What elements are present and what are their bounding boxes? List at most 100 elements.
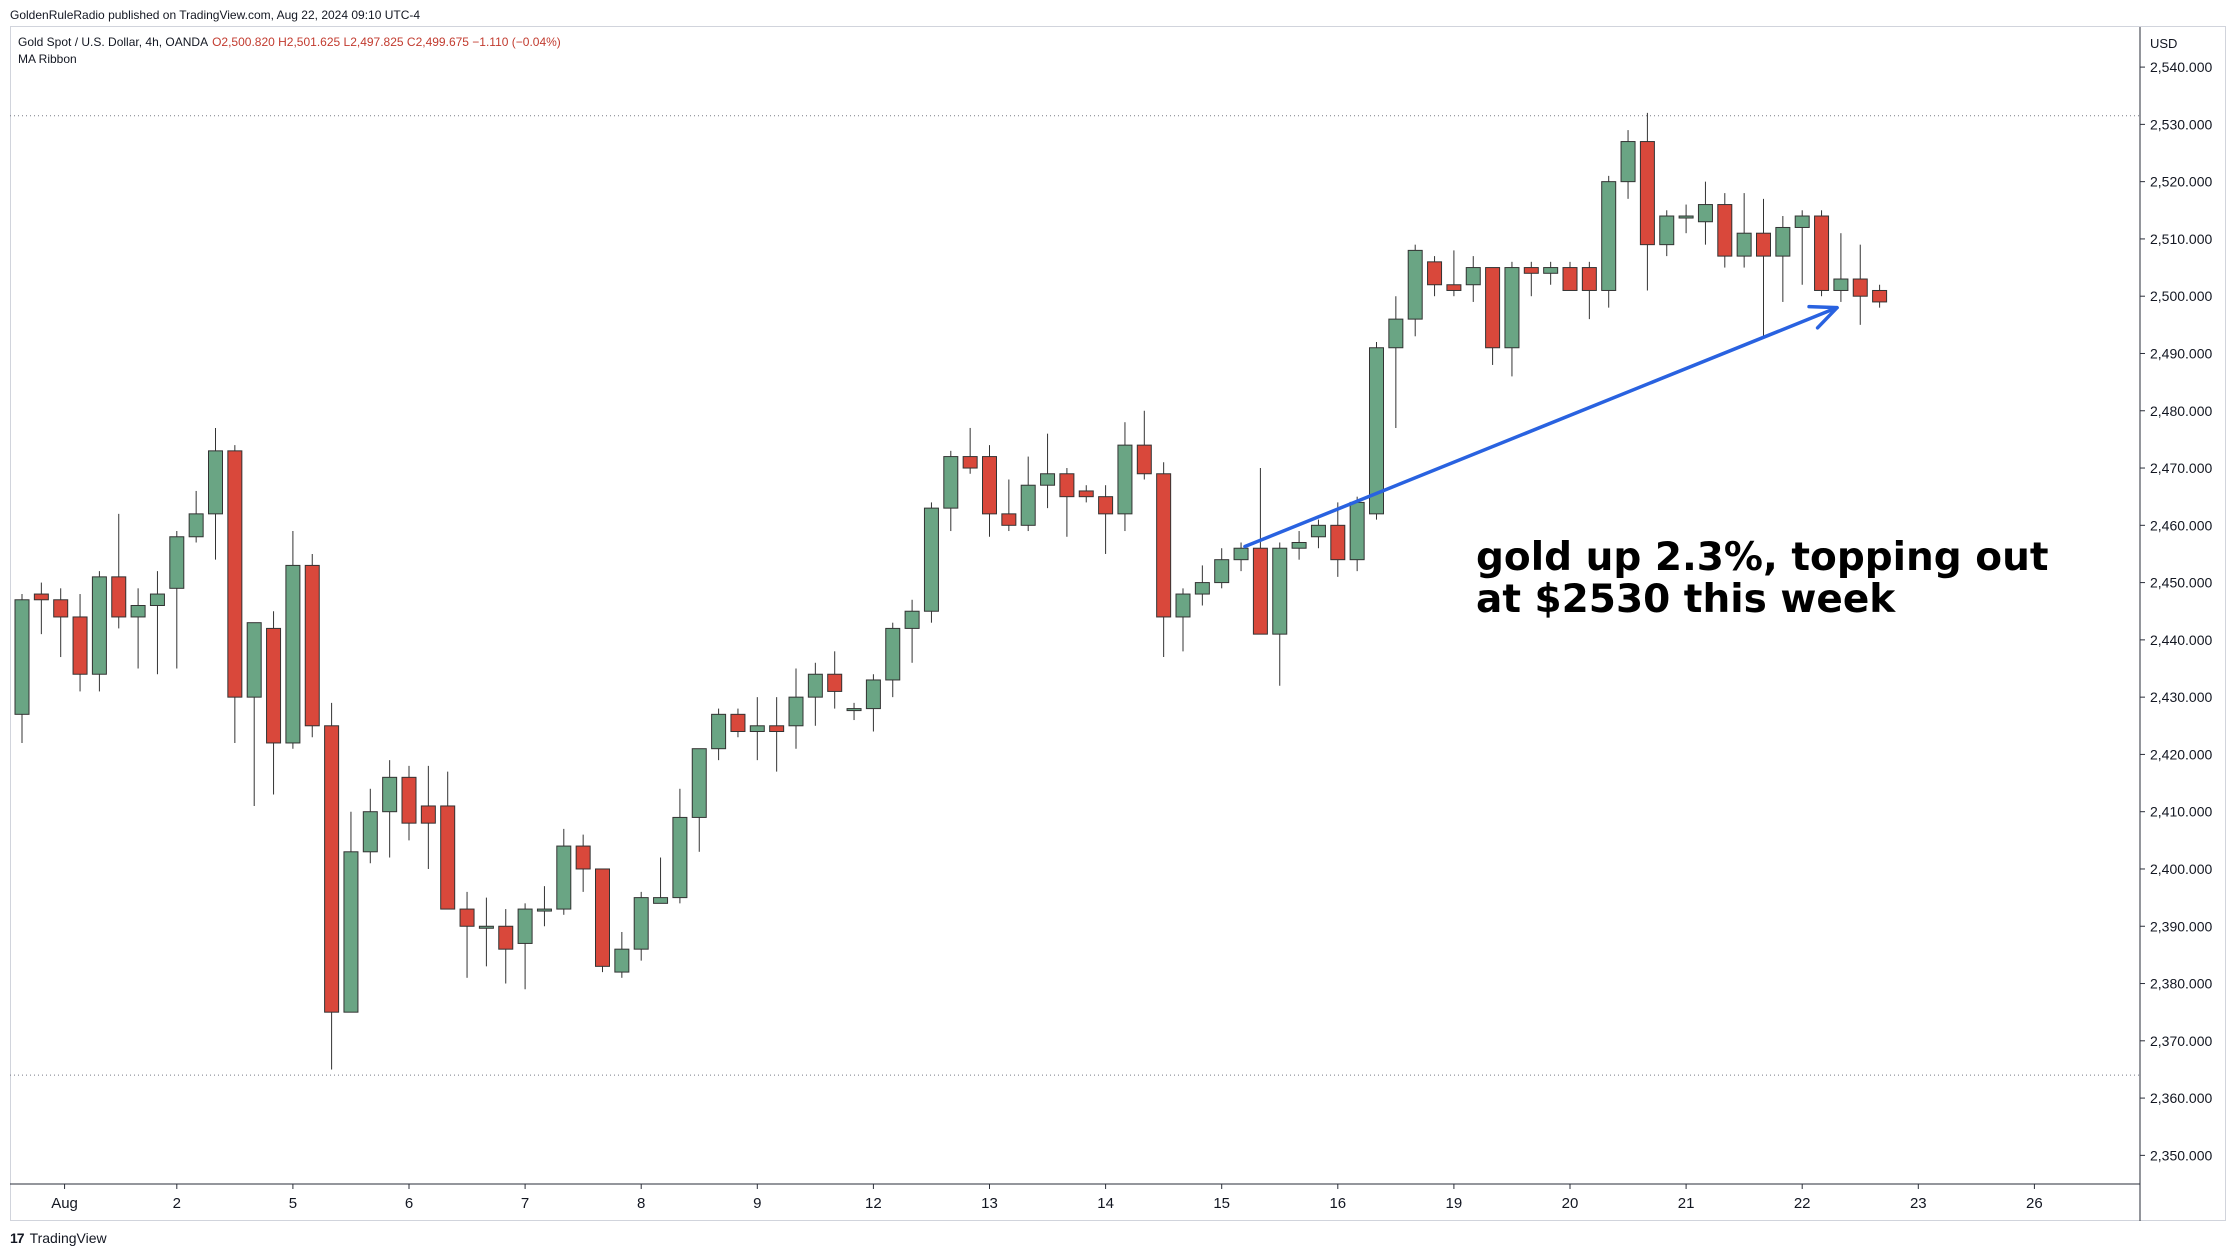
candle-down	[1078, 490, 1094, 498]
candle-up	[1117, 444, 1133, 515]
candle-up	[711, 713, 727, 750]
price-tick-label: 2,470.000	[2150, 460, 2212, 476]
candle-up	[343, 851, 359, 1013]
time-tick-label: 9	[753, 1195, 761, 1212]
candle-down	[1485, 267, 1501, 349]
candle-down	[324, 725, 340, 1013]
candle-up	[672, 816, 688, 899]
candle-down	[962, 456, 978, 469]
candle-up	[1620, 141, 1636, 183]
price-tick-label: 2,440.000	[2150, 632, 2212, 648]
trend-arrow-head	[1807, 304, 1839, 330]
candle-up	[517, 908, 533, 944]
time-tick-label: 5	[289, 1195, 297, 1212]
candle-down	[1156, 473, 1172, 618]
candle-up	[246, 622, 262, 698]
currency-label[interactable]: USD	[2150, 36, 2178, 51]
price-tick-label: 2,370.000	[2150, 1033, 2212, 1049]
price-tick-label: 2,530.000	[2150, 116, 2212, 132]
time-tick-label: 20	[1562, 1195, 1579, 1212]
candle-up	[130, 605, 146, 618]
candle-up	[478, 925, 494, 929]
price-tick-label: 2,400.000	[2150, 861, 2212, 877]
price-tick-label: 2,420.000	[2150, 746, 2212, 762]
candle-down	[1852, 278, 1868, 297]
candle-up	[382, 776, 398, 813]
candle-down	[595, 868, 610, 967]
candle-down	[982, 456, 997, 515]
candle-down	[53, 599, 69, 618]
time-tick-label: 26	[2026, 1195, 2043, 1212]
price-tick-label: 2,480.000	[2150, 403, 2212, 419]
candle-up	[169, 536, 185, 589]
candle-down	[827, 673, 843, 692]
candle-down	[227, 450, 243, 698]
price-tick-label: 2,360.000	[2150, 1090, 2212, 1106]
candle-up	[1040, 473, 1056, 486]
candle-up	[1678, 215, 1694, 219]
price-tick-label: 2,510.000	[2150, 231, 2212, 247]
candle-down	[1252, 547, 1268, 635]
candle-down	[1562, 267, 1578, 291]
candle-up	[362, 811, 378, 853]
candle-up	[1697, 204, 1713, 223]
candle-down	[1330, 524, 1346, 561]
indicator-label[interactable]: MA Ribbon	[18, 52, 77, 66]
candle-down	[1098, 496, 1114, 515]
candle-up	[1310, 524, 1326, 538]
candle-up	[1794, 215, 1810, 228]
candle-up	[1272, 547, 1288, 635]
time-tick-label: 15	[1213, 1195, 1230, 1212]
candle-down	[1059, 473, 1075, 498]
candle-up	[904, 610, 920, 629]
candle-down	[1872, 289, 1888, 303]
candle-down	[420, 805, 436, 824]
candle-up	[1291, 541, 1307, 549]
candle-down	[33, 593, 49, 601]
chart-annotation: gold up 2.3%, topping out at $2530 this …	[1476, 537, 2049, 621]
price-tick-label: 2,520.000	[2150, 174, 2212, 190]
candle-up	[1543, 267, 1559, 274]
candle-up	[91, 576, 107, 675]
candle-up	[633, 897, 649, 950]
candle-up	[188, 513, 204, 538]
chart-legend: Gold Spot / U.S. Dollar, 4h, OANDA O2,500…	[18, 34, 561, 68]
candle-down	[111, 576, 127, 618]
candle-up	[208, 450, 223, 515]
time-tick-label: 14	[1097, 1195, 1114, 1212]
price-tick-label: 2,380.000	[2150, 976, 2212, 992]
candle-down	[72, 616, 88, 675]
candle-up	[807, 673, 823, 698]
candle-up	[885, 627, 901, 681]
candle-up	[536, 908, 552, 912]
candle-down	[266, 627, 282, 744]
price-tick-label: 2,430.000	[2150, 689, 2212, 705]
time-tick-label: 6	[405, 1195, 413, 1212]
candle-up	[1214, 559, 1230, 584]
ohlc-values: O2,500.820 H2,501.625 L2,497.825 C2,499.…	[212, 35, 561, 49]
candle-up	[1194, 582, 1210, 595]
candle-up	[1775, 226, 1791, 257]
candle-up	[149, 593, 165, 607]
candle-down	[1446, 284, 1462, 291]
candle-up	[556, 845, 572, 910]
candle-down	[1756, 232, 1771, 257]
candle-down	[1581, 267, 1597, 291]
time-tick-label: 8	[637, 1195, 645, 1212]
price-tick-label: 2,390.000	[2150, 918, 2212, 934]
candle-down	[498, 925, 514, 950]
trend-arrow-line	[1243, 305, 1839, 549]
symbol-title[interactable]: Gold Spot / U.S. Dollar, 4h, OANDA	[18, 35, 209, 49]
candle-down	[440, 805, 456, 910]
candle-up	[1233, 547, 1249, 561]
candle-up	[865, 679, 881, 710]
candle-up	[614, 948, 630, 973]
candle-down	[769, 725, 785, 733]
candle-down	[1136, 444, 1152, 475]
price-tick-label: 2,460.000	[2150, 517, 2212, 533]
candle-down	[1523, 267, 1539, 274]
tradingview-brand[interactable]: 17 TradingView	[10, 1230, 107, 1246]
candle-up	[749, 725, 765, 733]
time-tick-label: 13	[981, 1195, 998, 1212]
